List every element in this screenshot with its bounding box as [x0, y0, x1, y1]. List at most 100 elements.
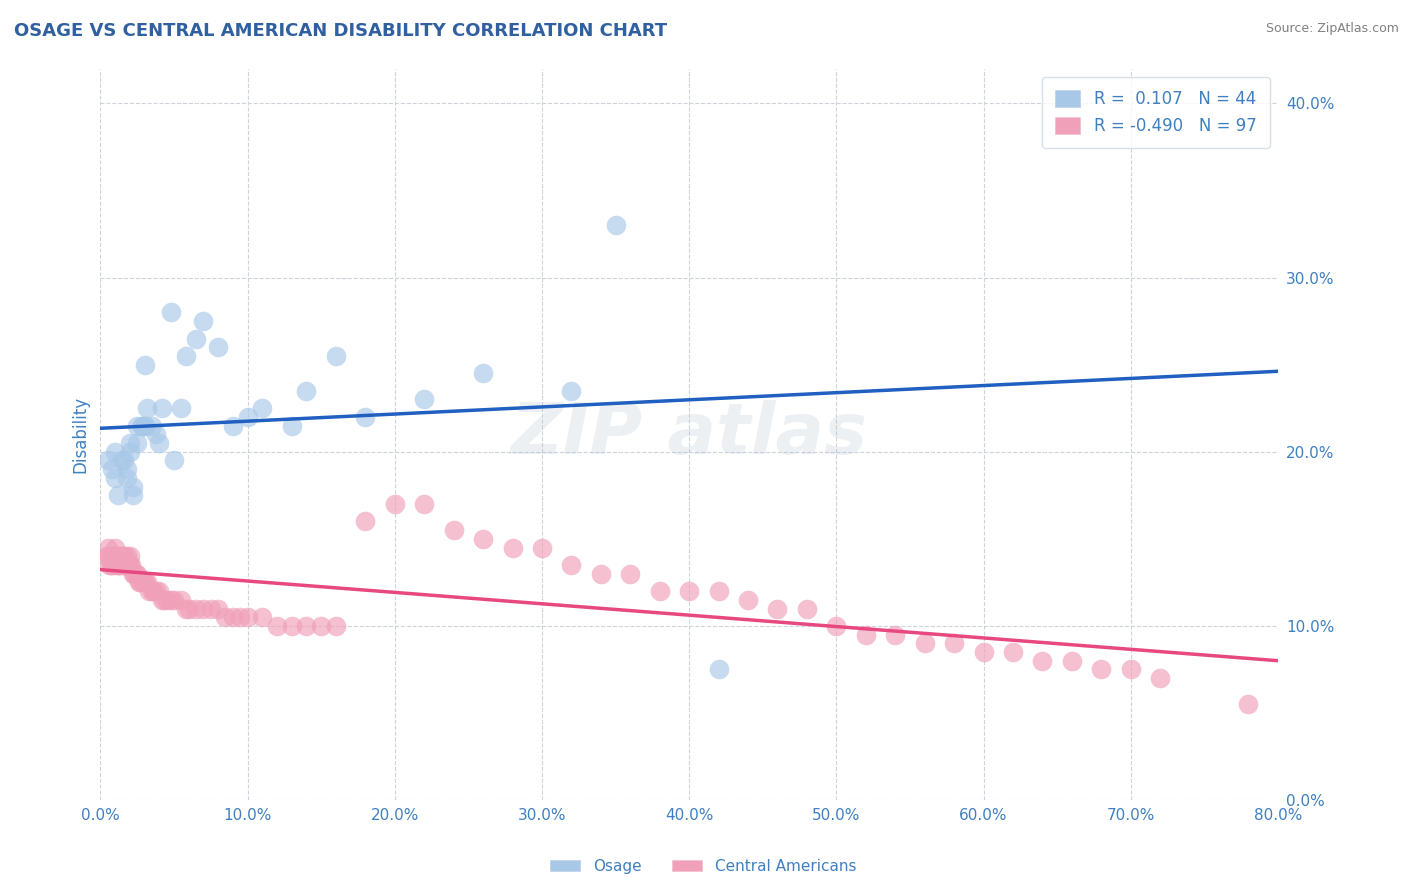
Text: OSAGE VS CENTRAL AMERICAN DISABILITY CORRELATION CHART: OSAGE VS CENTRAL AMERICAN DISABILITY COR… — [14, 22, 668, 40]
Point — [103, 549, 125, 564]
Point — [150, 592, 173, 607]
Point — [1060, 654, 1083, 668]
Point — [104, 541, 127, 555]
Point — [737, 592, 759, 607]
Point — [129, 575, 152, 590]
Point — [121, 480, 143, 494]
Point — [134, 358, 156, 372]
Point — [124, 566, 146, 581]
Point — [107, 549, 129, 564]
Point — [1149, 671, 1171, 685]
Point — [443, 523, 465, 537]
Point — [184, 332, 207, 346]
Point — [104, 471, 127, 485]
Point — [115, 558, 138, 572]
Point — [1090, 663, 1112, 677]
Point — [560, 384, 582, 398]
Point — [163, 592, 186, 607]
Point — [100, 558, 122, 572]
Point — [325, 619, 347, 633]
Point — [678, 584, 700, 599]
Point — [914, 636, 936, 650]
Point — [127, 566, 149, 581]
Point — [170, 592, 193, 607]
Point — [354, 409, 377, 424]
Point — [295, 384, 318, 398]
Point — [104, 549, 127, 564]
Point — [1031, 654, 1053, 668]
Point — [384, 497, 406, 511]
Point — [152, 592, 174, 607]
Point — [136, 575, 159, 590]
Point — [111, 549, 134, 564]
Point — [855, 628, 877, 642]
Point — [280, 418, 302, 433]
Point — [170, 401, 193, 416]
Point — [766, 601, 789, 615]
Point — [115, 549, 138, 564]
Point — [112, 549, 135, 564]
Point — [236, 409, 259, 424]
Point — [207, 340, 229, 354]
Point — [111, 453, 134, 467]
Point — [134, 575, 156, 590]
Point — [105, 549, 128, 564]
Point — [112, 558, 135, 572]
Point — [136, 401, 159, 416]
Point — [472, 532, 495, 546]
Point — [252, 401, 274, 416]
Point — [163, 453, 186, 467]
Point — [131, 418, 153, 433]
Point — [131, 418, 153, 433]
Point — [120, 558, 142, 572]
Point — [97, 541, 120, 555]
Point — [214, 610, 236, 624]
Point — [200, 601, 222, 615]
Point — [110, 549, 132, 564]
Point — [1119, 663, 1142, 677]
Point — [118, 444, 141, 458]
Point — [184, 601, 207, 615]
Point — [134, 575, 156, 590]
Point — [648, 584, 671, 599]
Point — [973, 645, 995, 659]
Point — [145, 584, 167, 599]
Point — [103, 549, 125, 564]
Point — [222, 418, 245, 433]
Point — [619, 566, 641, 581]
Point — [266, 619, 288, 633]
Point — [112, 453, 135, 467]
Point — [472, 367, 495, 381]
Text: Source: ZipAtlas.com: Source: ZipAtlas.com — [1265, 22, 1399, 36]
Point — [605, 219, 627, 233]
Point — [98, 558, 121, 572]
Point — [115, 471, 138, 485]
Point — [252, 610, 274, 624]
Point — [138, 584, 160, 599]
Point — [530, 541, 553, 555]
Point — [141, 584, 163, 599]
Point — [128, 575, 150, 590]
Point — [354, 515, 377, 529]
Point — [118, 549, 141, 564]
Point — [107, 488, 129, 502]
Legend: R =  0.107   N = 44, R = -0.490   N = 97: R = 0.107 N = 44, R = -0.490 N = 97 — [1042, 77, 1270, 148]
Point — [413, 497, 436, 511]
Point — [111, 558, 134, 572]
Point — [193, 601, 215, 615]
Point — [145, 427, 167, 442]
Point — [108, 558, 131, 572]
Y-axis label: Disability: Disability — [72, 396, 89, 473]
Point — [131, 575, 153, 590]
Point — [121, 488, 143, 502]
Point — [222, 610, 245, 624]
Text: ZIP atlas: ZIP atlas — [510, 400, 868, 469]
Point — [193, 314, 215, 328]
Point — [101, 462, 124, 476]
Point — [96, 549, 118, 564]
Point — [155, 592, 177, 607]
Point — [707, 584, 730, 599]
Point — [943, 636, 966, 650]
Point — [229, 610, 252, 624]
Point — [127, 418, 149, 433]
